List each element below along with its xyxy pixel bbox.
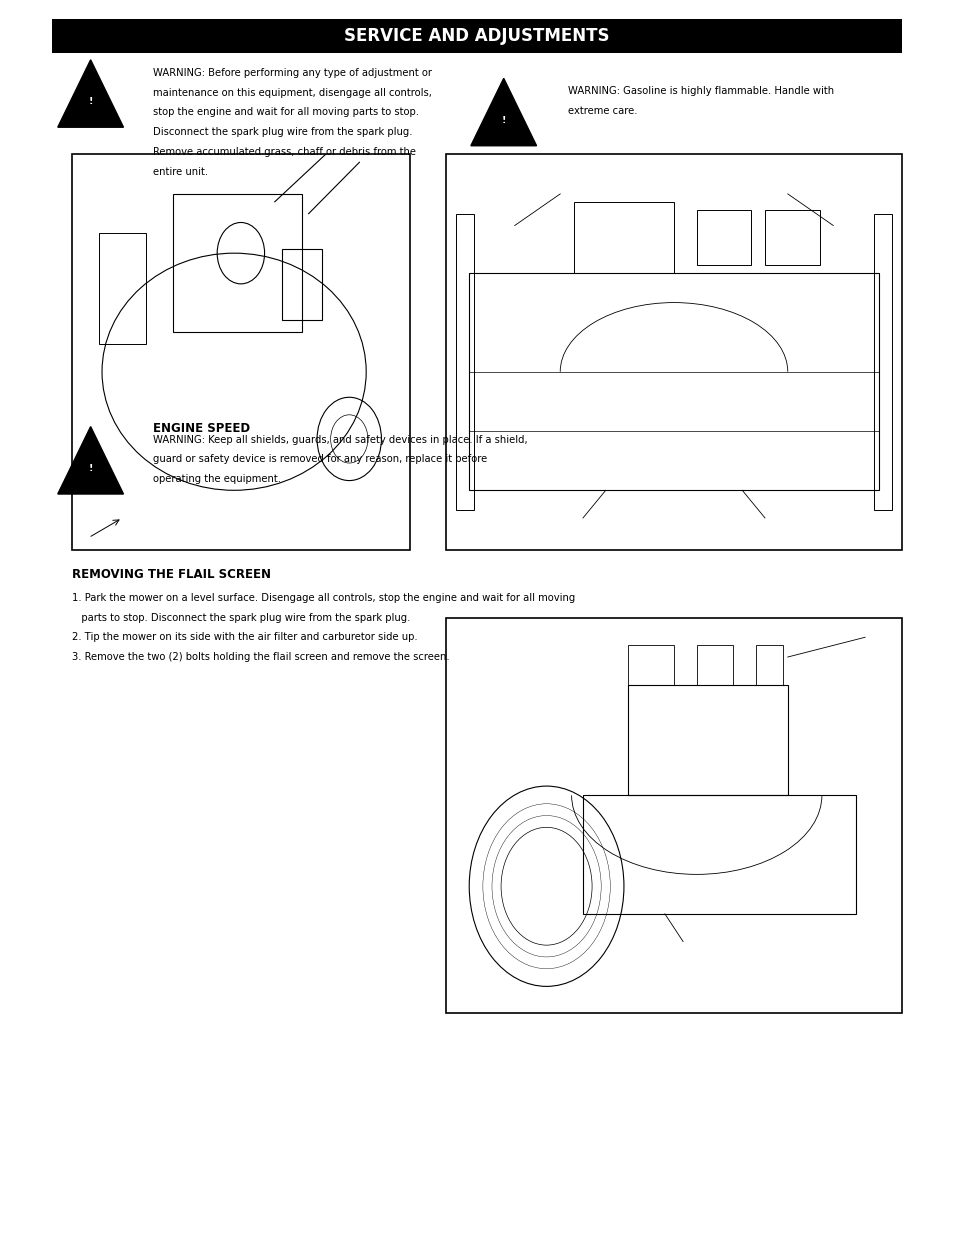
Text: extreme care.: extreme care. (567, 106, 637, 116)
Bar (696, 210, 751, 266)
Bar (755, 645, 782, 684)
Text: WARNING: Before performing any type of adjustment or: WARNING: Before performing any type of a… (152, 68, 431, 78)
Bar (456, 214, 474, 510)
Text: !: ! (501, 116, 505, 125)
Text: parts to stop. Disconnect the spark plug wire from the spark plug.: parts to stop. Disconnect the spark plug… (71, 613, 410, 622)
Text: Remove accumulated grass, chaff or debris from the: Remove accumulated grass, chaff or debri… (152, 147, 416, 157)
Bar (446, 618, 901, 1013)
Bar (52, 19, 901, 53)
Polygon shape (58, 426, 123, 494)
Text: 3. Remove the two (2) bolts holding the flail screen and remove the screen.: 3. Remove the two (2) bolts holding the … (71, 652, 449, 662)
Text: WARNING: Keep all shields, guards, and safety devices in place. If a shield,: WARNING: Keep all shields, guards, and s… (152, 435, 527, 445)
Bar (764, 210, 819, 266)
Bar (98, 233, 146, 345)
Text: 2. Tip the mower on its side with the air filter and carburetor side up.: 2. Tip the mower on its side with the ai… (71, 632, 416, 642)
Text: maintenance on this equipment, disengage all controls,: maintenance on this equipment, disengage… (152, 88, 431, 98)
Text: REMOVING THE FLAIL SCREEN: REMOVING THE FLAIL SCREEN (71, 568, 271, 582)
Bar (582, 795, 855, 914)
Polygon shape (471, 78, 536, 146)
Text: WARNING: Gasoline is highly flammable. Handle with: WARNING: Gasoline is highly flammable. H… (567, 86, 833, 96)
Bar (446, 154, 901, 550)
Bar (628, 645, 673, 684)
Text: ENGINE SPEED: ENGINE SPEED (152, 422, 250, 436)
Bar (469, 273, 878, 490)
Text: !: ! (89, 464, 92, 473)
Bar (173, 194, 301, 332)
Text: entire unit.: entire unit. (152, 167, 208, 177)
Text: !: ! (89, 98, 92, 106)
Text: stop the engine and wait for all moving parts to stop.: stop the engine and wait for all moving … (152, 107, 418, 117)
Bar (628, 684, 787, 795)
Polygon shape (58, 59, 123, 127)
Bar (873, 214, 891, 510)
Bar (281, 249, 322, 320)
Text: SERVICE AND ADJUSTMENTS: SERVICE AND ADJUSTMENTS (344, 27, 609, 44)
Text: guard or safety device is removed for any reason, replace it before: guard or safety device is removed for an… (152, 454, 486, 464)
Text: operating the equipment.: operating the equipment. (152, 474, 280, 484)
Bar (696, 645, 733, 684)
Text: Disconnect the spark plug wire from the spark plug.: Disconnect the spark plug wire from the … (152, 127, 412, 137)
Bar (71, 154, 410, 550)
Text: 1. Park the mower on a level surface. Disengage all controls, stop the engine an: 1. Park the mower on a level surface. Di… (71, 593, 575, 603)
Bar (574, 201, 673, 273)
